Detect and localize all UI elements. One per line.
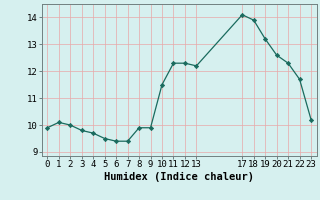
X-axis label: Humidex (Indice chaleur): Humidex (Indice chaleur) [104, 172, 254, 182]
